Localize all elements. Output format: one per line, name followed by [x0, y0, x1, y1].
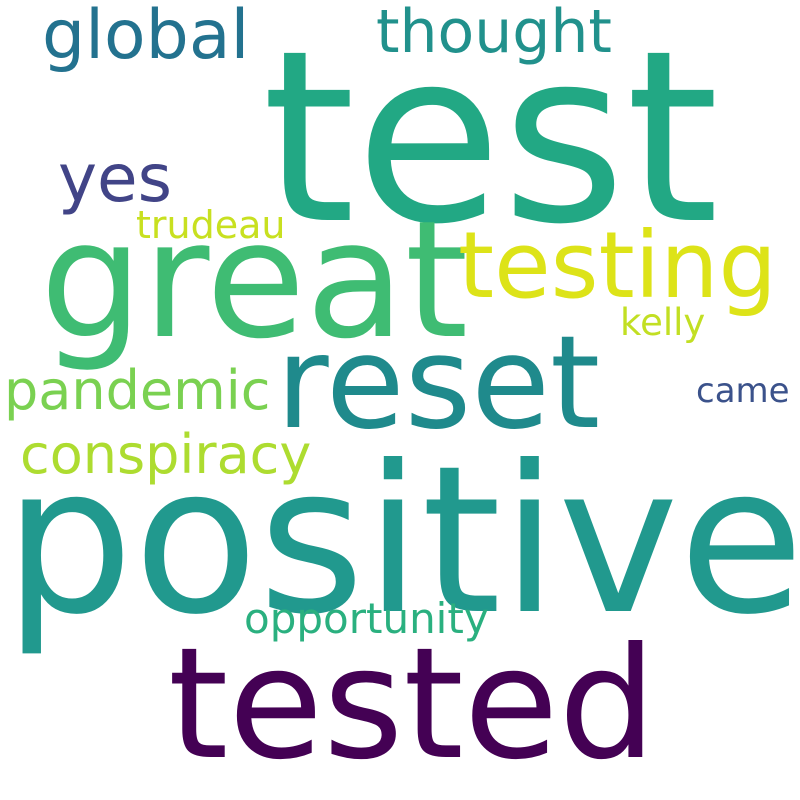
word-pandemic: pandemic	[4, 359, 271, 422]
word-reset: reset	[276, 309, 601, 458]
word-trudeau: trudeau	[136, 203, 286, 247]
word-yes: yes	[58, 140, 173, 217]
word-kelly: kelly	[620, 301, 706, 344]
word-thought: thought	[376, 0, 612, 67]
word-global: global	[42, 0, 250, 75]
word-came: came	[696, 371, 790, 411]
word-positive: positive	[4, 423, 800, 660]
word-great: great	[40, 187, 469, 375]
word-tested: tested	[168, 615, 657, 794]
word-test: test	[262, 0, 720, 277]
word-opportunity: opportunity	[244, 594, 489, 643]
word-testing: testing	[458, 212, 777, 319]
word-conspiracy: conspiracy	[20, 423, 312, 486]
